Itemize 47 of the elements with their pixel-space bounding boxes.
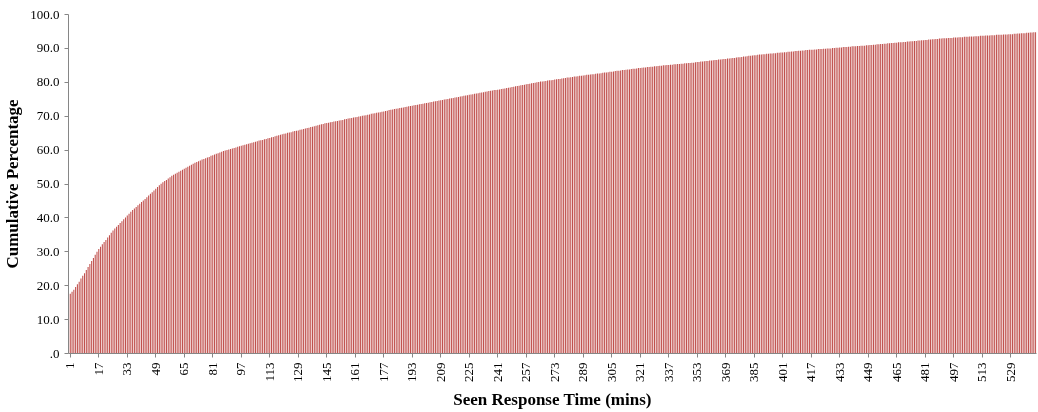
x-tick-label: 337 (660, 362, 676, 382)
y-tick-label: 90.0 (36, 40, 60, 56)
x-tick-label: 353 (689, 362, 705, 382)
x-tick-label: 97 (233, 362, 249, 376)
x-tick-label: 417 (803, 362, 819, 382)
y-tick-label: 80.0 (36, 74, 60, 90)
x-tick-label: 289 (575, 362, 591, 382)
x-tick-label: 113 (261, 362, 277, 382)
x-tick-label: 145 (318, 362, 334, 382)
x-tick-label: 241 (489, 362, 505, 382)
y-tick-label: 30.0 (36, 243, 60, 259)
x-tick-label: 257 (518, 362, 534, 382)
x-tick-label: 321 (632, 362, 648, 382)
x-tick-label: 449 (860, 362, 876, 382)
x-tick-label: 209 (432, 362, 448, 382)
x-tick-label: 1 (62, 362, 78, 369)
x-tick-label: 433 (831, 362, 847, 382)
x-tick-label: 465 (888, 362, 904, 382)
y-tick-label: 40.0 (36, 209, 60, 225)
x-tick-label: 225 (461, 362, 477, 382)
x-tick-label: 33 (119, 362, 135, 376)
x-tick-label: 129 (290, 362, 306, 382)
x-tick-label: 161 (347, 362, 363, 382)
x-tick-label: 193 (404, 362, 420, 382)
x-tick-label: 305 (603, 362, 619, 382)
x-tick-label: 529 (1002, 362, 1018, 382)
x-tick-label: 49 (147, 362, 163, 376)
y-tick-label: 100.0 (30, 6, 60, 22)
x-axis-title: Seen Response Time (mins) (453, 390, 652, 409)
x-tick-label: 401 (774, 362, 790, 382)
x-tick-label: 273 (546, 362, 562, 382)
x-tick-label: 497 (945, 362, 961, 382)
x-tick-label: 81 (204, 362, 220, 376)
x-tick-label: 65 (176, 362, 192, 376)
x-tick-label: 481 (917, 362, 933, 382)
x-tick-label: 369 (717, 362, 733, 382)
y-tick-label: 50.0 (36, 176, 60, 191)
x-tick-label: 513 (974, 362, 990, 382)
x-tick-label: 385 (746, 362, 762, 382)
x-tick-label: 177 (375, 362, 391, 382)
y-axis-title: Cumulative Percentage (3, 98, 23, 269)
y-tick-label: .0 (49, 345, 60, 361)
y-tick-label: 60.0 (36, 142, 60, 158)
y-tick-label: 10.0 (36, 311, 60, 327)
y-tick-label: 70.0 (36, 108, 60, 124)
y-tick-label: 20.0 (36, 277, 60, 293)
x-tick-label: 17 (90, 362, 106, 376)
